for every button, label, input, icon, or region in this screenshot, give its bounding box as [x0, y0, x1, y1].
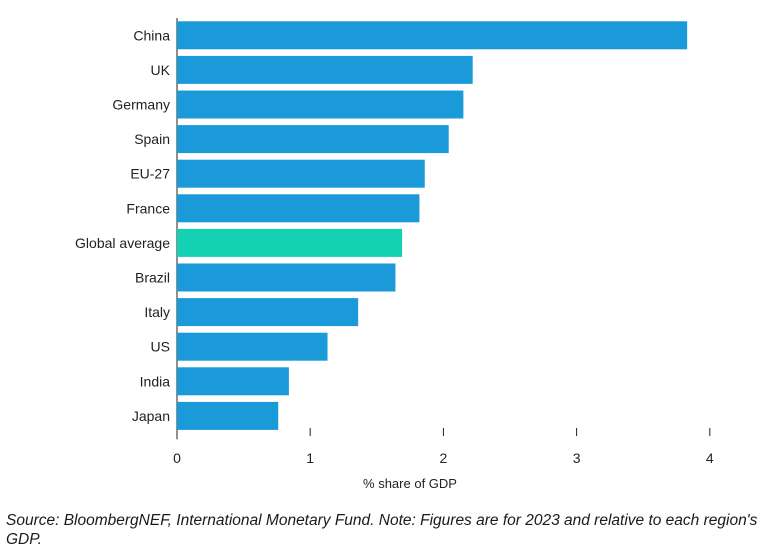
x-axis-title: % share of GDP [363, 476, 457, 491]
bar-france [177, 194, 420, 223]
bar-india [177, 367, 289, 396]
x-tick-label-4: 4 [706, 450, 714, 466]
category-labels: China UK Germany Spain EU-27 France Global ave… [75, 27, 171, 424]
x-tick-label-3: 3 [573, 450, 581, 466]
category-label-global-average: Global average [75, 235, 170, 251]
bar-china [177, 21, 688, 50]
bar-global-average [177, 228, 403, 257]
x-tick-label-1: 1 [306, 450, 314, 466]
x-tick-label-2: 2 [440, 450, 448, 466]
bar-brazil [177, 263, 396, 292]
category-label-us: US [151, 339, 170, 355]
category-label-germany: Germany [112, 97, 170, 113]
bar-uk [177, 55, 473, 84]
category-label-uk: UK [151, 62, 171, 78]
x-tick-label-0: 0 [173, 450, 181, 466]
bar-spain [177, 125, 449, 154]
category-label-france: France [126, 200, 170, 216]
bar-chart: China UK Germany Spain EU-27 France Global ave… [75, 18, 714, 491]
bar-japan [177, 401, 279, 430]
bars [177, 21, 688, 430]
source-note: Source: BloombergNEF, International Mone… [6, 512, 758, 548]
bar-eu-27 [177, 159, 425, 188]
bar-italy [177, 298, 359, 327]
bar-germany [177, 90, 464, 119]
category-label-india: India [140, 373, 171, 389]
category-label-spain: Spain [134, 131, 170, 147]
x-axis: 0 1 2 3 4 [173, 428, 714, 466]
category-label-eu-27: EU-27 [130, 166, 170, 182]
category-label-china: China [133, 27, 170, 43]
category-label-brazil: Brazil [135, 270, 170, 286]
bar-us [177, 332, 328, 361]
category-label-italy: Italy [144, 304, 170, 320]
category-label-japan: Japan [132, 408, 170, 424]
